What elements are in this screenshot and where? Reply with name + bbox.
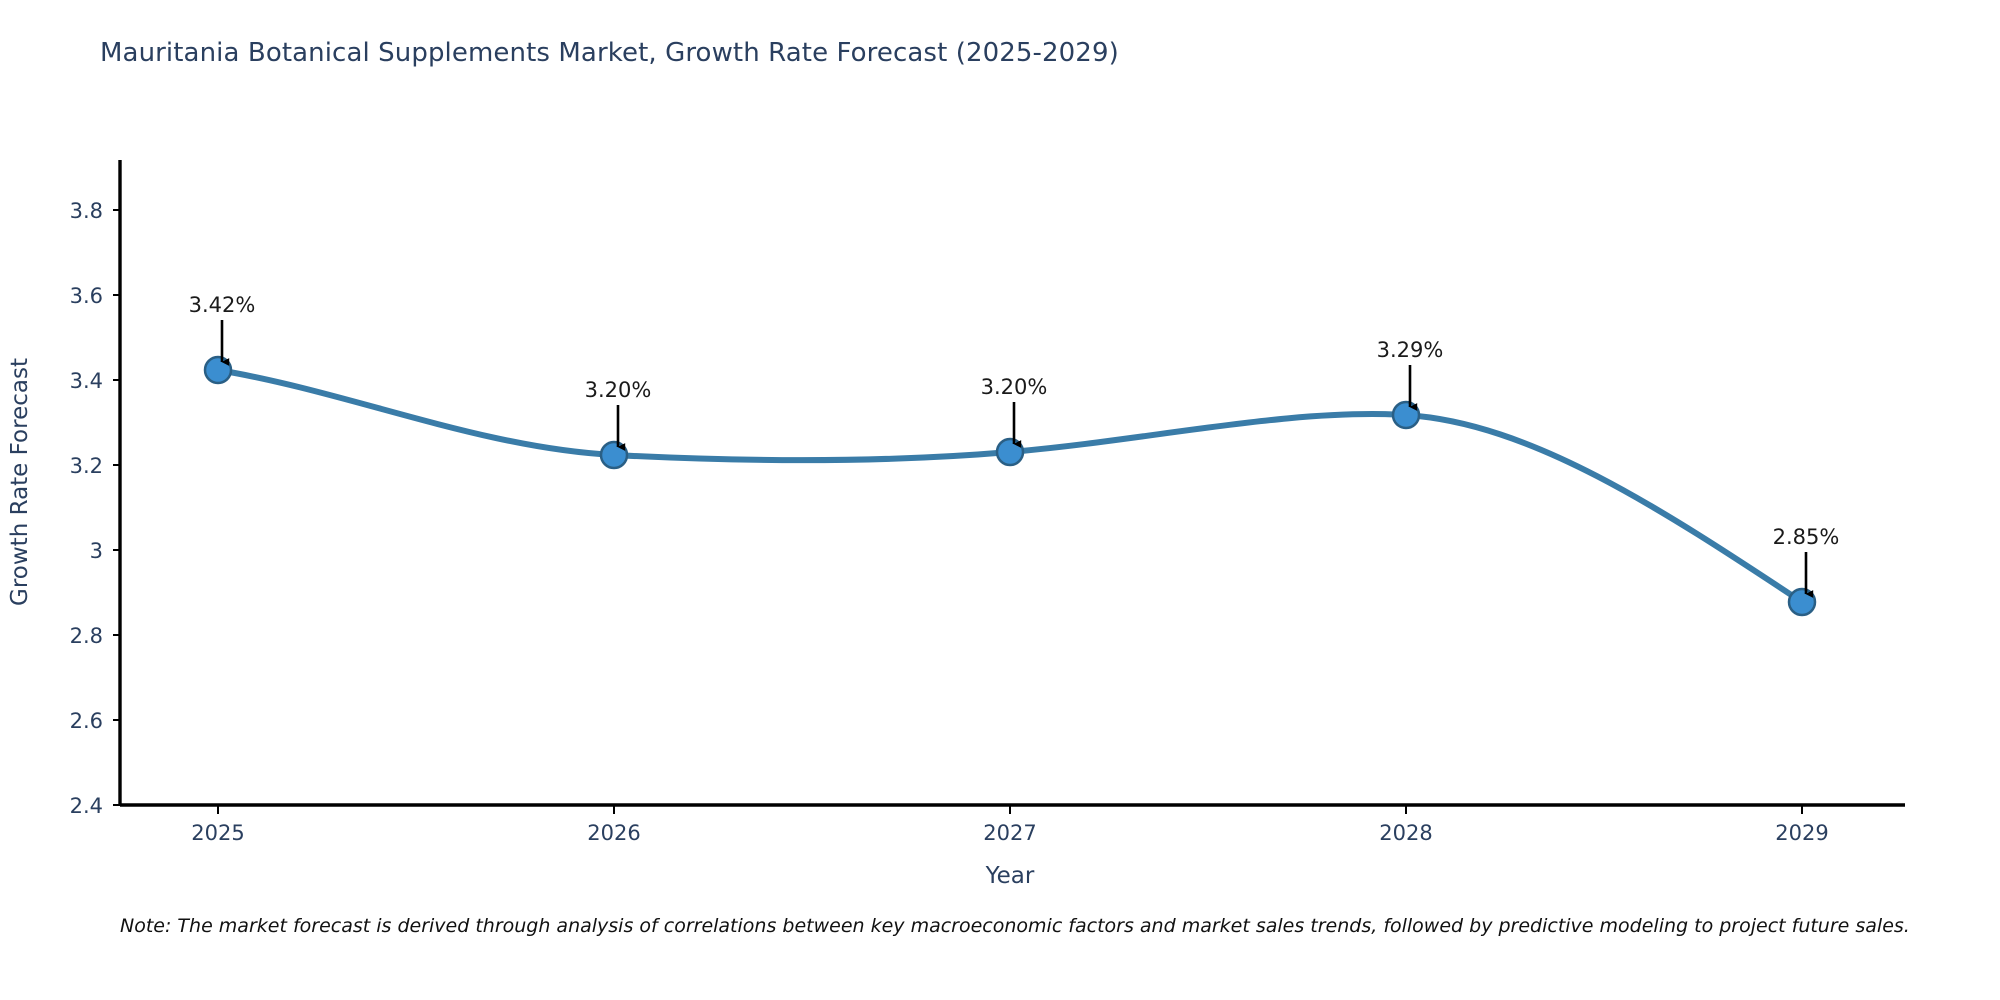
data-line-series bbox=[215, 367, 1805, 605]
y-axis-ticks bbox=[113, 209, 120, 806]
y-tick-label: 2.8 bbox=[70, 624, 103, 648]
x-tick-label: 2027 bbox=[983, 821, 1036, 845]
x-tick-label: 2026 bbox=[587, 821, 640, 845]
y-tick-label: 2.6 bbox=[70, 709, 103, 733]
x-tick-label: 2028 bbox=[1379, 821, 1432, 845]
y-axis-title: Growth Rate Forecast bbox=[7, 358, 33, 606]
y-tick-label: 3.8 bbox=[70, 199, 103, 223]
data-point-marker[interactable] bbox=[599, 440, 629, 470]
x-tick-label: 2029 bbox=[1775, 821, 1828, 845]
axis-spines bbox=[118, 160, 1905, 807]
y-tick-label: 3.4 bbox=[70, 369, 103, 393]
y-tick-label: 3.2 bbox=[70, 454, 103, 478]
data-point-annotation: 3.29% bbox=[1377, 338, 1444, 362]
data-point-marker[interactable] bbox=[1787, 587, 1817, 617]
data-point-marker[interactable] bbox=[995, 437, 1025, 467]
data-point-annotation: 3.20% bbox=[585, 378, 652, 402]
x-tick-label: 2025 bbox=[191, 821, 244, 845]
data-point-annotation: 3.20% bbox=[981, 375, 1048, 399]
y-tick-label: 3.6 bbox=[70, 284, 103, 308]
data-point-annotation: 3.42% bbox=[189, 293, 256, 317]
x-axis-ticks bbox=[217, 805, 1803, 814]
data-point-marker[interactable] bbox=[1391, 400, 1421, 430]
x-axis-title: Year bbox=[985, 863, 1035, 889]
annotation-arrows bbox=[220, 320, 1814, 598]
chart-footnote: Note: The market forecast is derived thr… bbox=[120, 915, 1910, 937]
data-point-annotation: 2.85% bbox=[1773, 525, 1840, 549]
data-point-marker[interactable] bbox=[203, 355, 233, 385]
chart-title: Mauritania Botanical Supplements Market,… bbox=[100, 38, 1119, 68]
y-tick-label: 2.4 bbox=[70, 794, 103, 818]
y-tick-label: 3 bbox=[90, 539, 103, 563]
